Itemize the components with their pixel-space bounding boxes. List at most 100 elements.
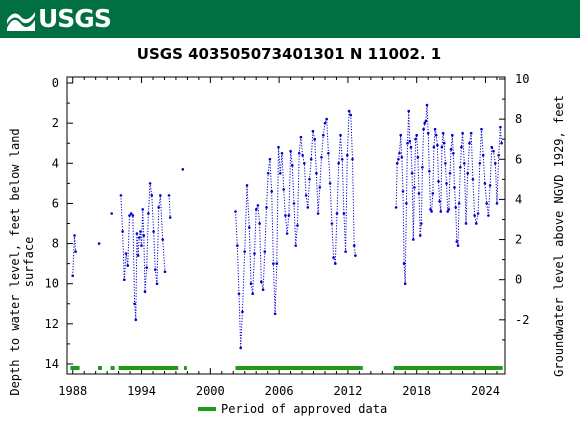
data-point — [434, 133, 438, 137]
left-y-tick-label: 4 — [52, 156, 59, 170]
data-point — [403, 282, 407, 285]
data-point — [332, 256, 335, 259]
data-point — [446, 210, 450, 213]
data-point — [243, 250, 246, 253]
data-point — [400, 156, 404, 159]
right-y-tick-label: 0 — [515, 273, 522, 287]
data-point — [414, 137, 417, 141]
data-point — [412, 238, 415, 241]
data-point — [292, 202, 296, 205]
data-point — [417, 192, 421, 195]
data-point — [428, 170, 431, 173]
data-point — [249, 282, 253, 285]
data-point — [410, 172, 414, 175]
right-y-axis-label: Groundwater level above NGVD 1929, feet — [552, 95, 566, 377]
data-point — [157, 206, 160, 209]
data-point — [133, 302, 136, 306]
data-point — [473, 214, 476, 217]
data-point — [155, 282, 159, 285]
data-point — [406, 141, 409, 145]
data-point — [442, 141, 446, 145]
data-point — [273, 312, 277, 316]
data-point — [431, 192, 435, 195]
data-point — [253, 252, 256, 255]
data-point — [337, 162, 341, 165]
data-point — [327, 152, 330, 155]
data-point — [480, 127, 483, 131]
left-y-tick-label: 10 — [45, 277, 59, 291]
data-point — [248, 226, 251, 229]
data-point — [236, 244, 239, 247]
data-point — [279, 172, 282, 175]
data-point — [409, 145, 413, 149]
data-point — [150, 194, 154, 197]
left-y-tick-label: 2 — [52, 116, 59, 130]
data-point — [425, 103, 429, 107]
data-point — [436, 143, 439, 147]
data-point — [282, 188, 286, 191]
data-point — [309, 158, 313, 161]
data-point — [456, 244, 460, 247]
data-point — [478, 162, 482, 165]
data-point — [413, 186, 416, 189]
x-tick-label: 2012 — [333, 384, 362, 398]
data-point — [421, 166, 424, 169]
data-point — [420, 222, 423, 225]
data-point — [119, 194, 123, 197]
data-point — [475, 222, 478, 225]
data-point — [445, 182, 448, 185]
data-point — [263, 250, 267, 253]
left-y-tick-label: 0 — [52, 76, 59, 90]
data-point — [268, 158, 272, 161]
data-point — [459, 166, 462, 169]
data-point — [234, 210, 237, 213]
data-point — [285, 232, 289, 235]
data-point — [399, 133, 403, 137]
data-point — [466, 172, 470, 175]
series-line — [168, 195, 171, 218]
data-point — [454, 206, 458, 209]
data-point — [418, 234, 422, 237]
data-point — [277, 145, 280, 149]
x-tick-label: 1988 — [58, 384, 87, 398]
left-y-axis-label-line-2: surface — [22, 237, 36, 288]
data-point — [258, 222, 261, 225]
data-point — [237, 292, 241, 295]
data-point — [134, 318, 138, 322]
data-point — [131, 214, 135, 217]
data-point — [181, 168, 185, 171]
data-point — [469, 131, 473, 135]
x-tick-label: 2006 — [265, 384, 294, 398]
data-point — [128, 214, 131, 217]
data-point — [395, 162, 399, 165]
series-line — [395, 105, 503, 284]
data-point — [339, 133, 342, 137]
data-point — [289, 149, 292, 153]
data-point — [152, 230, 155, 233]
data-point — [320, 156, 323, 159]
data-point — [426, 131, 430, 135]
right-y-tick-label: 4 — [515, 192, 522, 206]
data-point — [455, 240, 459, 243]
usgs-logo-icon — [7, 12, 35, 31]
data-point — [335, 212, 339, 215]
right-y-tick-label: -2 — [515, 313, 529, 327]
data-point — [323, 121, 327, 125]
data-point — [137, 236, 141, 239]
data-point — [407, 109, 411, 113]
data-point — [241, 310, 244, 314]
data-point — [284, 214, 287, 217]
data-point — [401, 190, 405, 193]
data-point — [322, 133, 325, 137]
data-point — [461, 131, 464, 135]
data-point — [291, 164, 294, 167]
data-point — [141, 208, 144, 211]
data-point — [303, 162, 306, 165]
data-point — [147, 212, 150, 215]
data-point — [124, 252, 128, 255]
data-point — [265, 206, 268, 209]
left-y-tick-label: 6 — [52, 196, 59, 210]
data-point — [251, 292, 254, 295]
data-point — [311, 129, 315, 133]
data-point — [161, 238, 164, 241]
